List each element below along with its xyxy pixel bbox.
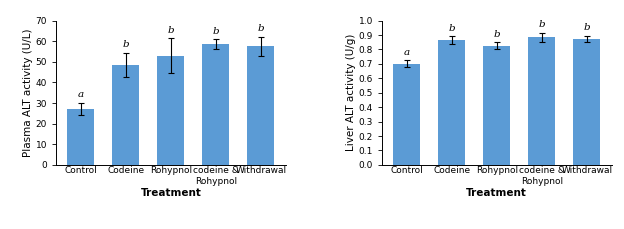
Bar: [247, 46, 275, 165]
Text: b: b: [583, 23, 590, 32]
Bar: [393, 64, 421, 165]
Bar: [573, 39, 600, 165]
Bar: [438, 40, 466, 165]
Text: b: b: [258, 25, 264, 33]
Text: b: b: [168, 25, 174, 35]
X-axis label: Treatment: Treatment: [466, 188, 527, 199]
Text: b: b: [213, 27, 219, 35]
Y-axis label: Liver ALT activity (U/g): Liver ALT activity (U/g): [346, 34, 356, 151]
Bar: [483, 46, 510, 165]
Text: a: a: [404, 48, 410, 57]
Text: b: b: [449, 24, 455, 33]
Bar: [67, 109, 94, 165]
Y-axis label: Plasma ALT activity (U/L): Plasma ALT activity (U/L): [23, 28, 33, 157]
Bar: [202, 44, 230, 165]
Text: b: b: [494, 30, 500, 39]
Text: b: b: [539, 20, 545, 29]
X-axis label: Treatment: Treatment: [140, 188, 202, 199]
Bar: [112, 65, 139, 165]
Bar: [529, 37, 555, 165]
Bar: [157, 56, 185, 165]
Text: a: a: [78, 90, 84, 99]
Text: b: b: [122, 40, 129, 49]
